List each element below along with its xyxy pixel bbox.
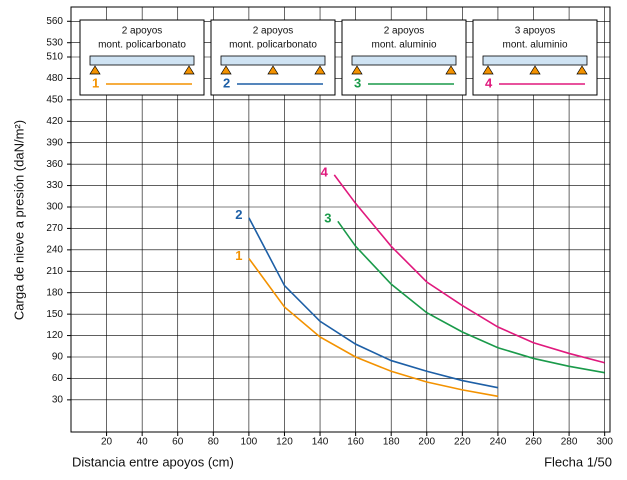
y-tick-label: 390 <box>46 137 63 148</box>
y-tick-label: 210 <box>46 266 63 277</box>
y-tick-label: 450 <box>46 94 63 105</box>
y-tick-label: 330 <box>46 180 63 191</box>
x-tick-label: 180 <box>383 437 400 448</box>
x-tick-label: 220 <box>454 437 471 448</box>
y-tick-label: 480 <box>46 73 63 84</box>
y-tick-label: 360 <box>46 159 63 170</box>
line <box>333 174 605 364</box>
y-axis-label: Carga de nieve a presión (daN/m²) <box>11 120 26 320</box>
beam <box>351 55 457 66</box>
support <box>445 65 457 75</box>
y-tick-label: 240 <box>46 244 63 255</box>
legend-title: mont. policarbonato <box>229 40 317 51</box>
x-tick-label: 240 <box>490 437 507 448</box>
support <box>351 65 363 75</box>
legend-title: mont. policarbonato <box>98 40 186 51</box>
beam <box>220 55 326 66</box>
y-tick-label: 530 <box>46 37 63 48</box>
legend-title: 2 apoyos <box>384 26 425 37</box>
note: Flecha 1/50 <box>544 454 612 469</box>
y-tick-label: 60 <box>52 373 64 384</box>
support <box>220 65 232 75</box>
legend-number: 4 <box>485 75 493 90</box>
x-tick-label: 200 <box>418 437 435 448</box>
support <box>482 65 494 75</box>
y-tick-label: 420 <box>46 116 63 127</box>
x-axis-label: Distancia entre apoyos (cm) <box>72 454 234 469</box>
legend-title: 2 apoyos <box>122 26 163 37</box>
legend-title: mont. aluminio <box>371 40 436 51</box>
support <box>529 65 541 75</box>
legend-title: mont. aluminio <box>502 40 567 51</box>
x-tick-label: 260 <box>525 437 542 448</box>
x-tick-label: 60 <box>172 437 184 448</box>
y-tick-label: 120 <box>46 330 63 341</box>
beam <box>89 55 195 66</box>
y-tick-label: 180 <box>46 287 63 298</box>
legend-number: 2 <box>223 75 230 90</box>
x-tick-label: 80 <box>208 437 220 448</box>
series-label: 1 <box>235 248 242 263</box>
x-tick-label: 40 <box>137 437 149 448</box>
y-tick-label: 300 <box>46 202 63 213</box>
y-tick-label: 270 <box>46 223 63 234</box>
beam <box>482 55 588 66</box>
y-tick-label: 510 <box>46 52 63 63</box>
x-tick-label: 160 <box>347 437 364 448</box>
y-tick-label: 90 <box>52 352 64 363</box>
series-label: 3 <box>324 211 331 226</box>
y-tick-label: 30 <box>52 394 64 405</box>
legend-number: 3 <box>354 75 361 90</box>
x-tick-label: 280 <box>561 437 578 448</box>
x-tick-label: 20 <box>101 437 113 448</box>
legend-title: 2 apoyos <box>253 26 294 37</box>
line <box>248 217 499 389</box>
support <box>89 65 101 75</box>
x-tick-label: 140 <box>312 437 329 448</box>
x-tick-label: 120 <box>276 437 293 448</box>
y-tick-label: 150 <box>46 309 63 320</box>
line <box>337 220 605 374</box>
series-label: 4 <box>321 164 329 179</box>
support <box>314 65 326 75</box>
support <box>576 65 588 75</box>
support <box>183 65 195 75</box>
legend-title: 3 apoyos <box>515 26 556 37</box>
legend-number: 1 <box>92 75 99 90</box>
support <box>267 65 279 75</box>
line <box>248 257 499 398</box>
x-tick-label: 100 <box>241 437 258 448</box>
y-tick-label: 560 <box>46 16 63 27</box>
x-tick-label: 300 <box>596 437 613 448</box>
series-label: 2 <box>235 207 242 222</box>
